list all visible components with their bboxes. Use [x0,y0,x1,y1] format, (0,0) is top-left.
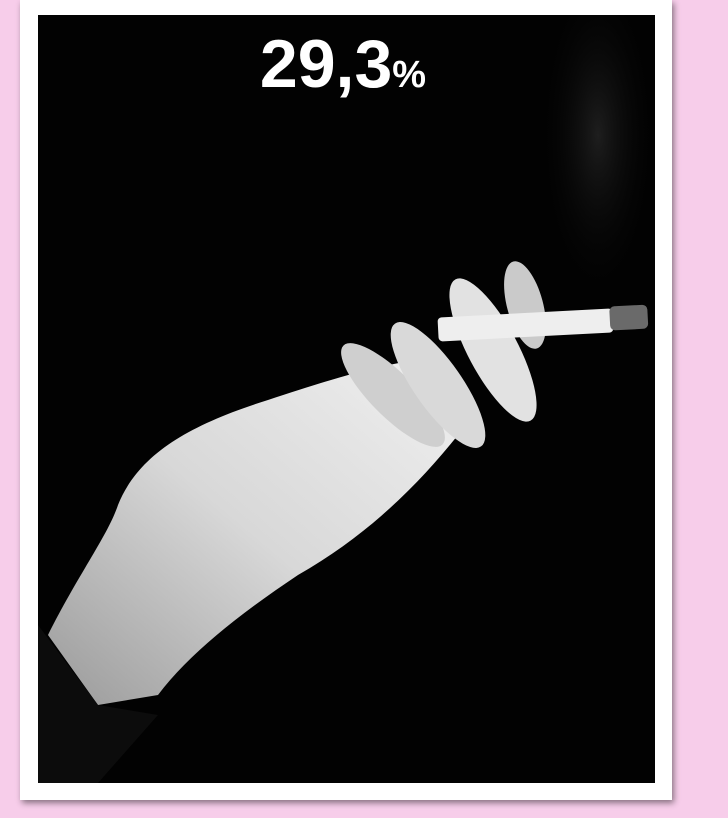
stat-unit: % [392,54,426,96]
photo: 29,3% [38,15,655,783]
stat-value: 29,3 [260,26,392,102]
page: {"stat": {"value": "29,3", "unit": "%"}}… [0,0,728,818]
